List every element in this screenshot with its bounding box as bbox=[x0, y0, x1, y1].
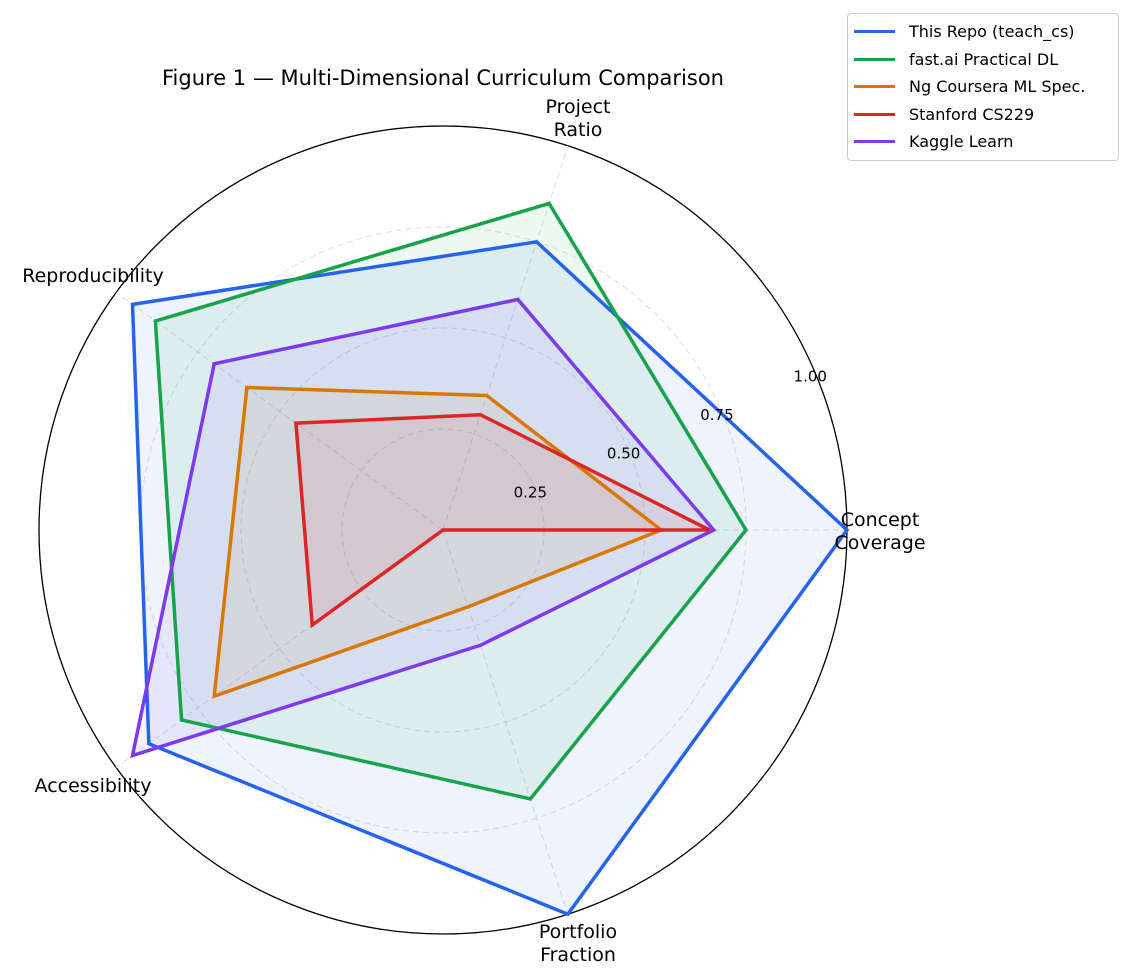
axis-labels: 0.25 0.50 0.75 1.00 Concept Coverage Project Ra… bbox=[22, 96, 925, 966]
r-tick-label: 1.00 bbox=[794, 367, 827, 385]
axis-label-line: Portfolio bbox=[539, 921, 617, 943]
legend-item: Stanford CS229 bbox=[854, 101, 1118, 129]
series-line bbox=[294, 412, 711, 629]
legend-label: fast.ai Practical DL bbox=[909, 49, 1059, 69]
series-fill bbox=[214, 387, 662, 697]
legend-swatch bbox=[854, 112, 895, 116]
legend-label: Stanford CS229 bbox=[909, 104, 1035, 124]
axis-label-line: Ratio bbox=[554, 119, 603, 141]
legend-label: This Repo (teach_cs) bbox=[909, 22, 1075, 42]
legend: This Repo (teach_cs) fast.ai Practical DL… bbox=[847, 13, 1119, 161]
spoke bbox=[115, 529, 444, 768]
chart-title: Figure 1 — Multi-Dimensional Curriculum … bbox=[162, 66, 724, 90]
legend-label: Kaggle Learn bbox=[909, 132, 1014, 152]
axis-label-line: Coverage bbox=[834, 532, 925, 554]
axis-label-line: Project bbox=[545, 96, 610, 118]
spoke bbox=[442, 529, 569, 915]
r-tick-label: 0.25 bbox=[514, 483, 547, 501]
legend-item: This Repo (teach_cs) bbox=[854, 18, 1118, 46]
legend-item: Kaggle Learn bbox=[854, 128, 1118, 156]
series-line bbox=[153, 201, 749, 801]
axis-label: Concept Coverage bbox=[834, 509, 925, 554]
legend-label: Ng Coursera ML Spec. bbox=[909, 77, 1086, 97]
axis-label: Accessibility bbox=[35, 775, 152, 797]
axis-label-line: Concept bbox=[841, 509, 920, 531]
axis-label: Reproducibility bbox=[22, 265, 164, 287]
axis-label-line: Reproducibility bbox=[22, 265, 164, 287]
legend-item: fast.ai Practical DL bbox=[854, 46, 1118, 74]
r-tick-label: 0.50 bbox=[607, 445, 640, 463]
series-line bbox=[130, 297, 717, 759]
legend-swatch bbox=[854, 30, 895, 34]
series-layer bbox=[130, 201, 850, 917]
series-fill bbox=[295, 414, 710, 625]
spoke bbox=[115, 292, 444, 531]
series-fill bbox=[132, 241, 848, 915]
series-fill bbox=[155, 203, 746, 799]
series-fill bbox=[132, 299, 714, 756]
legend-item: Ng Coursera ML Spec. bbox=[854, 73, 1118, 101]
series-line bbox=[212, 385, 665, 699]
axis-label: Portfolio Fraction bbox=[539, 921, 617, 966]
r-tick-label: 0.75 bbox=[700, 406, 733, 424]
legend-swatch bbox=[854, 57, 895, 61]
legend-swatch bbox=[854, 85, 895, 89]
spoke bbox=[442, 145, 569, 531]
series-line bbox=[130, 239, 850, 917]
axis-label: Project Ratio bbox=[545, 96, 610, 141]
legend-swatch bbox=[854, 140, 895, 144]
axis-label-line: Fraction bbox=[540, 944, 616, 966]
axis-label-line: Accessibility bbox=[35, 775, 152, 797]
